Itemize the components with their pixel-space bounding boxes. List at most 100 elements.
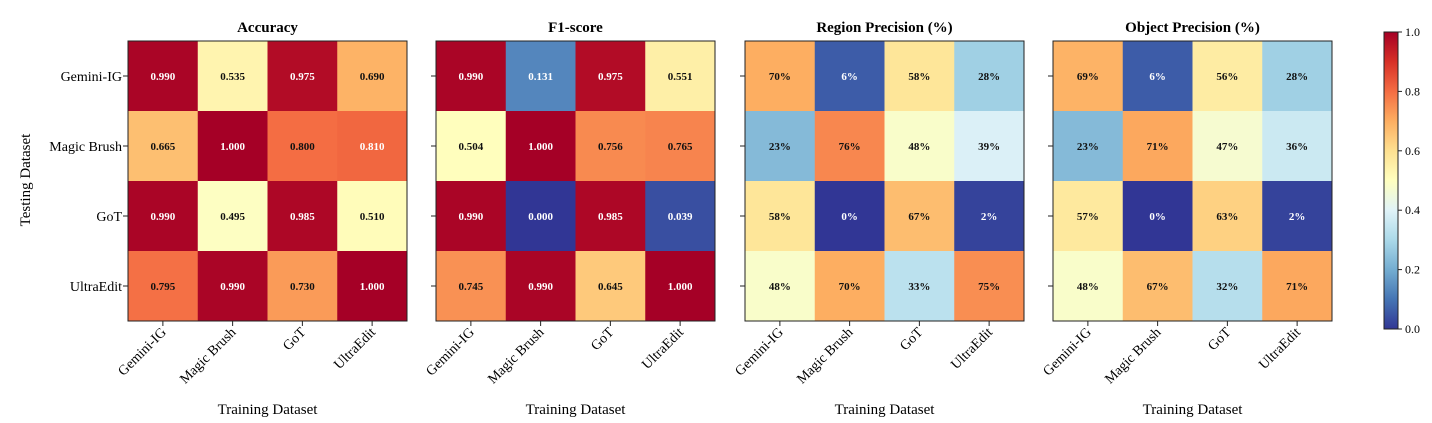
heatmap-panel: Region Precision (%) 70% 6% 58% 28% 23% 76% 48%… [733,20,1025,418]
heatmap-panel: Accuracy 0.990 0.535 0.975 0.690 0.665 1.000 0.… [49,20,408,418]
cell-value-label: 0.990 [151,211,176,223]
heatmap-cell [128,41,199,112]
x-tick-label: Magic Brush [794,325,856,387]
x-tick-label: UltraEdit [639,325,687,373]
cell-value-label: 0.990 [459,71,484,83]
colorbar-tick-label: 0.0 [1405,322,1420,336]
cell-value-label: 71% [1147,141,1169,153]
heatmap-cell [436,251,507,322]
heatmap-cell [884,41,955,112]
x-tick-label: Gemini-IG [116,325,170,379]
colorbar-tick-label: 0.2 [1405,263,1420,277]
cell-value-label: 1.000 [360,281,385,293]
x-tick-label: GoT [1205,325,1234,354]
cell-value-label: 1.000 [528,141,553,153]
heatmap-cell [745,111,816,182]
cell-value-label: 63% [1216,211,1238,223]
cell-value-label: 0.000 [528,211,553,223]
heatmap-cell [337,41,408,112]
x-tick-label: Gemini-IG [733,325,787,379]
heatmap-cell [1262,181,1333,252]
heatmap-cell [505,251,576,322]
cell-value-label: 0.756 [598,141,623,153]
heatmap-cell [1262,111,1333,182]
panel-title: Accuracy [237,20,298,36]
heatmap-cell [128,251,199,322]
cell-value-label: 0.795 [151,281,176,293]
heatmap-cell [1192,111,1263,182]
heatmap-panel: F1-score 0.990 0.131 0.975 0.551 0.504 1.000 0.… [424,20,716,418]
heatmap-cell [814,41,885,112]
heatmap-cell [436,41,507,112]
y-tick-label: GoT [96,210,122,225]
x-tick-label: UltraEdit [948,325,996,373]
heatmap-cell [1122,111,1193,182]
heatmap-cell [1262,251,1333,322]
heatmap-cell [954,251,1025,322]
heatmap-cell [575,111,646,182]
cell-value-label: 0.810 [360,141,385,153]
x-tick-label: Magic Brush [485,325,547,387]
cell-value-label: 58% [769,211,791,223]
cell-value-label: 0.510 [360,211,385,223]
heatmap-cell [1262,41,1333,112]
heatmap-cell [1122,181,1193,252]
cell-value-label: 0.131 [528,71,553,83]
panel-title: Region Precision (%) [816,20,952,36]
heatmap-cell [1053,111,1124,182]
cell-value-label: 0% [1149,211,1166,223]
heatmap-cell [745,181,816,252]
heatmap-cell [267,41,338,112]
panel-frame [1052,40,1333,322]
colorbar-tick-label: 0.4 [1405,203,1420,217]
cell-value-label: 36% [1286,141,1308,153]
cell-value-label: 0.990 [459,211,484,223]
y-tick-label: UltraEdit [70,280,122,295]
heatmap-cell [954,111,1025,182]
x-axis-label: Training Dataset [835,402,936,418]
x-axis-label: Training Dataset [526,402,627,418]
heatmap-cell [645,41,716,112]
colorbar-tick-label: 0.8 [1405,84,1420,98]
heatmap-cell [505,181,576,252]
heatmap-cell [884,111,955,182]
cell-value-label: 75% [978,281,1000,293]
cell-value-label: 1.000 [220,141,245,153]
heatmap-cell [645,111,716,182]
heatmap-cell [197,181,268,252]
x-tick-label: UltraEdit [331,325,379,373]
heatmap-cell [1192,181,1263,252]
cell-value-label: 0% [841,211,858,223]
heatmap-cell [1122,41,1193,112]
heatmap-cell [267,251,338,322]
cell-value-label: 56% [1216,71,1238,83]
heatmap-cell [745,251,816,322]
panel-frame [744,40,1025,322]
heatmap-cell [575,41,646,112]
cell-value-label: 23% [1077,141,1099,153]
x-tick-label: GoT [588,325,617,354]
cell-value-label: 2% [981,211,998,223]
cell-value-label: 48% [769,281,791,293]
cell-value-label: 0.665 [151,141,176,153]
panel-frame [127,40,408,322]
heatmap-cell [954,181,1025,252]
heatmap-cell [436,181,507,252]
heatmap-cell [645,181,716,252]
heatmap-cell [436,111,507,182]
heatmap-cell [505,41,576,112]
cell-value-label: 6% [841,71,858,83]
heatmap-cell [267,111,338,182]
cell-value-label: 67% [1147,281,1169,293]
cell-value-label: 32% [1216,281,1238,293]
heatmap-cell [1053,181,1124,252]
cell-value-label: 47% [1216,141,1238,153]
heatmap-cell [645,251,716,322]
cell-value-label: 39% [978,141,1000,153]
cell-value-label: 2% [1289,211,1306,223]
heatmap-cell [267,181,338,252]
cell-value-label: 0.985 [290,211,315,223]
y-tick-label: Magic Brush [49,140,122,155]
cell-value-label: 70% [839,281,861,293]
